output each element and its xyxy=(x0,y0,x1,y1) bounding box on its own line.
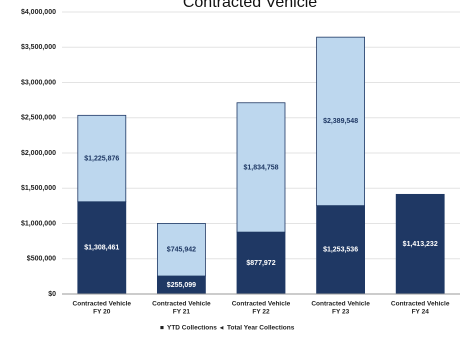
y-tick-label: $2,000,000 xyxy=(21,150,56,157)
x-category-label: Contracted Vehicle xyxy=(152,301,211,308)
data-label-background xyxy=(320,244,361,255)
data-label-background xyxy=(241,162,281,173)
data-labels: $1,308,461 $1,225,876 $255,099 $745,942 $877… xyxy=(81,116,441,291)
data-label-background xyxy=(400,239,441,250)
x-category-label: Contracted Vehicle xyxy=(391,301,450,308)
y-tick-label: $4,000,000 xyxy=(21,9,56,16)
data-label-background xyxy=(81,153,122,164)
x-category-label: Contracted Vehicle xyxy=(232,301,291,308)
x-category-label: Contracted Vehicle xyxy=(73,301,132,308)
y-axis-tick-labels: $0 $500,000 $1,000,000 $1,500,000 $2,000,000… xyxy=(21,9,56,298)
legend-label: Total Year Collections xyxy=(227,325,295,332)
data-label: $1,413,232 xyxy=(403,241,438,248)
data-label: $1,253,536 xyxy=(323,247,358,254)
data-label-background xyxy=(320,116,361,127)
y-tick-label: $1,000,000 xyxy=(21,220,56,227)
data-label: $1,834,758 xyxy=(243,164,278,171)
data-label-background xyxy=(81,242,122,253)
data-label: $255,099 xyxy=(167,282,196,289)
data-label: $1,308,461 xyxy=(84,245,119,252)
legend-label: YTD Collections xyxy=(167,325,217,332)
x-category-label: FY 21 xyxy=(173,309,191,316)
data-label-background xyxy=(161,244,202,255)
y-tick-label: $2,500,000 xyxy=(21,115,56,122)
y-tick-label: $0 xyxy=(48,291,56,298)
y-tick-label: $3,000,000 xyxy=(21,79,56,86)
x-category-label: FY 20 xyxy=(93,309,111,316)
data-label: $877,972 xyxy=(246,260,275,267)
x-category-label: Contracted Vehicle xyxy=(311,301,370,308)
chart-title: Contracted Vehicle xyxy=(183,0,317,11)
legend: ■ YTD Collections ◂ Total Year Collections xyxy=(160,325,295,332)
legend-marker-ytd: ■ xyxy=(160,325,164,332)
data-label-background xyxy=(241,258,281,269)
data-label-background xyxy=(161,280,202,291)
y-tick-label: $500,000 xyxy=(27,256,56,263)
x-category-label: FY 22 xyxy=(252,309,270,316)
x-category-label: FY 23 xyxy=(332,309,350,316)
y-tick-label: $3,500,000 xyxy=(21,44,56,51)
y-tick-label: $1,500,000 xyxy=(21,185,56,192)
x-category-label: FY 24 xyxy=(412,309,430,316)
data-label: $2,389,548 xyxy=(323,118,358,125)
data-label: $745,942 xyxy=(167,247,196,254)
data-label: $1,225,876 xyxy=(84,155,119,162)
legend-marker-total: ◂ xyxy=(219,325,224,332)
